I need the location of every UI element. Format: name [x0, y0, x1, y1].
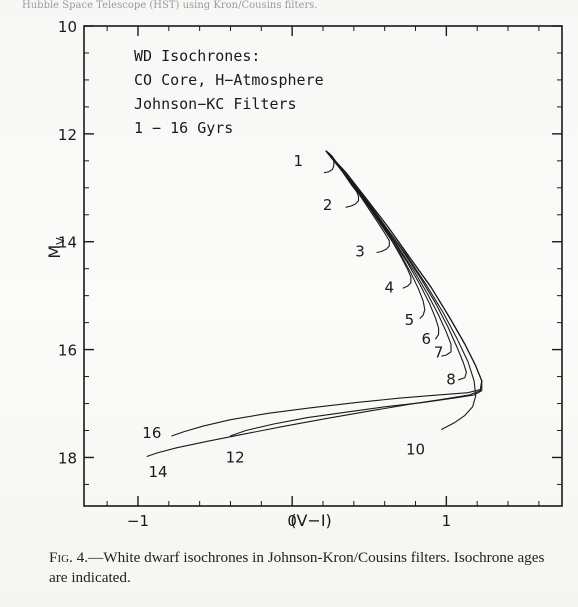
isochrone-label-3: 3 [355, 242, 365, 260]
y-tick-label: 14 [58, 234, 77, 252]
isochrone-label-8: 8 [446, 370, 456, 388]
isochrone-label-2: 2 [323, 196, 333, 214]
isochrone-label-14: 14 [148, 463, 167, 481]
isochrone-curve-8 [325, 150, 467, 381]
y-axis-label-main: M [45, 245, 64, 259]
y-axis-label: MV [45, 237, 67, 259]
isochrone-curve-12 [229, 150, 483, 437]
annotation-line-2: CO Core, H−Atmosphere [134, 71, 324, 89]
isochrone-label-10: 10 [406, 440, 425, 458]
caption-label: Fig. 4.— [49, 549, 104, 566]
isochrone-curve-5 [325, 150, 426, 319]
x-tick-label: 1 [442, 512, 452, 530]
isochrone-curve-4 [325, 150, 412, 289]
isochrone-label-7: 7 [434, 343, 444, 361]
isochrone-curve-7 [325, 150, 452, 357]
isochrone-curves [146, 150, 483, 457]
y-axis-label-subscript: V [54, 237, 67, 245]
isochrone-label-16: 16 [142, 424, 161, 442]
y-tick-label: 12 [58, 126, 77, 144]
isochrone-label-5: 5 [405, 311, 415, 329]
x-tick-label: 0 [287, 512, 297, 530]
isochrone-curve-6 [325, 150, 440, 340]
x-axis: −1 0 1 [106, 26, 540, 530]
annotation-line-1: WD Isochrones: [134, 47, 260, 65]
y-tick-label: 10 [58, 18, 77, 36]
figure-caption: Fig. 4.—White dwarf isochrones in Johnso… [49, 548, 559, 588]
isochrone-curve-10 [325, 150, 477, 430]
isochrone-curve-16 [171, 150, 483, 437]
isochrone-label-12: 12 [226, 448, 245, 466]
isochrone-curve-14 [146, 150, 483, 457]
isochrone-label-6: 6 [422, 330, 432, 348]
y-tick-label: 18 [58, 449, 77, 467]
annotation-line-4: 1 − 16 Gyrs [134, 119, 233, 137]
annotation-box: WD Isochrones: CO Core, H−Atmosphere Joh… [134, 47, 324, 137]
caption-text: White dwarf isochrones in Johnson-Kron/C… [49, 549, 545, 586]
x-tick-label: −1 [127, 512, 149, 530]
isochrone-label-4: 4 [385, 279, 395, 297]
x-axis-label: (V−I) [290, 511, 332, 530]
previous-text-strip: Hubble Space Telescope (HST) using Kron/… [22, 0, 318, 11]
annotation-line-3: Johnson−KC Filters [134, 95, 297, 113]
y-tick-label: 16 [58, 342, 77, 360]
isochrone-label-1: 1 [294, 152, 304, 170]
